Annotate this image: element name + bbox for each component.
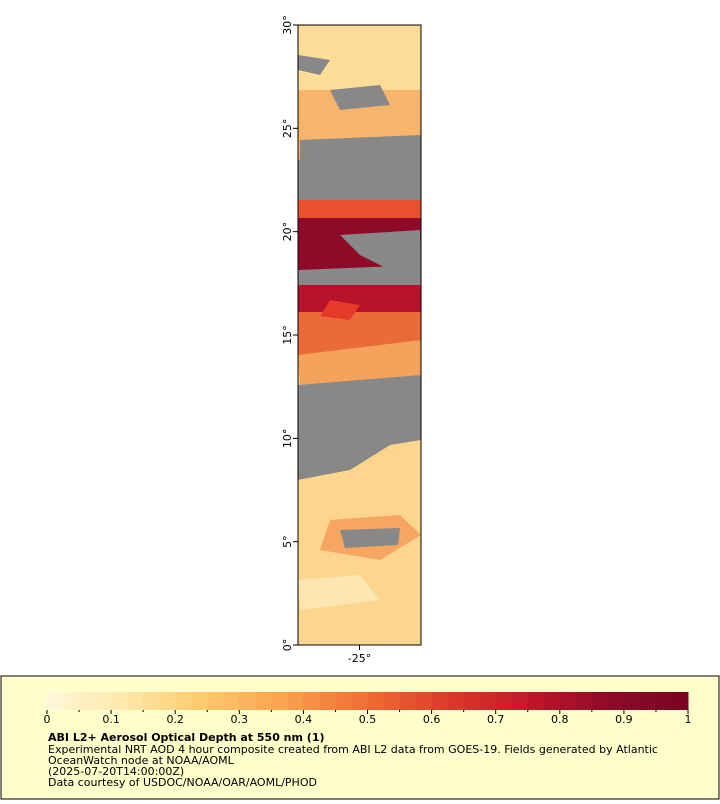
colorbar-bin bbox=[655, 692, 673, 710]
colorbar-tick-label: 0.5 bbox=[359, 713, 377, 726]
colorbar-bin bbox=[207, 692, 224, 710]
colorbar-bin bbox=[463, 692, 481, 710]
colorbar-bin bbox=[623, 692, 641, 710]
colorbar-bin bbox=[111, 692, 128, 710]
colorbar-bin bbox=[591, 692, 609, 710]
colorbar-bin bbox=[63, 692, 80, 710]
colorbar-bin bbox=[287, 692, 304, 710]
colorbar-tick-label: 1 bbox=[685, 713, 692, 726]
legend-title: ABI L2+ Aerosol Optical Depth at 550 nm … bbox=[48, 731, 325, 744]
lat-tick-label: 25° bbox=[281, 119, 294, 139]
colorbar-bin bbox=[559, 692, 577, 710]
colorbar-bin bbox=[479, 692, 497, 710]
legend-line: Data courtesy of USDOC/NOAA/OAR/AOML/PHO… bbox=[48, 776, 317, 789]
colorbar-bin bbox=[447, 692, 465, 710]
lat-tick-label: 5° bbox=[281, 535, 294, 548]
colorbar-bin bbox=[495, 692, 513, 710]
colorbar-bin bbox=[607, 692, 625, 710]
colorbar-bin bbox=[79, 692, 96, 710]
colorbar-tick-label: 0.7 bbox=[487, 713, 505, 726]
colorbar-tick-label: 0.9 bbox=[615, 713, 633, 726]
lat-tick-label: 0° bbox=[281, 639, 294, 652]
colorbar-bin bbox=[223, 692, 240, 710]
colorbar-bin bbox=[639, 692, 657, 710]
colorbar-bin bbox=[543, 692, 561, 710]
colorbar-bin bbox=[255, 692, 272, 710]
colorbar-bin bbox=[239, 692, 256, 710]
colorbar-bin bbox=[511, 692, 529, 710]
colorbar-bin bbox=[319, 692, 336, 710]
colorbar-bin bbox=[527, 692, 545, 710]
lat-tick-label: 30° bbox=[281, 15, 294, 35]
lat-tick-label: 10° bbox=[281, 429, 294, 449]
colorbar-bin bbox=[415, 692, 433, 710]
colorbar-tick-label: 0.2 bbox=[166, 713, 184, 726]
colorbar-bin bbox=[351, 692, 368, 710]
colorbar-tick-label: 0.3 bbox=[231, 713, 249, 726]
legend-line: Experimental NRT AOD 4 hour composite cr… bbox=[48, 743, 658, 756]
colorbar-tick-label: 0.1 bbox=[102, 713, 120, 726]
colorbar-bin bbox=[95, 692, 112, 710]
colorbar-bin bbox=[143, 692, 160, 710]
colorbar-bin bbox=[671, 692, 689, 710]
colorbar-tick-label: 0.8 bbox=[551, 713, 569, 726]
colorbar-bin bbox=[47, 692, 64, 710]
colorbar-bin bbox=[127, 692, 144, 710]
legend-line: OceanWatch node at NOAA/AOML bbox=[48, 754, 235, 767]
colorbar-bin bbox=[399, 692, 417, 710]
colorbar-bin bbox=[383, 692, 401, 710]
colorbar-bin bbox=[191, 692, 208, 710]
colorbar-bin bbox=[575, 692, 593, 710]
lat-tick-label: 20° bbox=[281, 222, 294, 242]
colorbar-bin bbox=[159, 692, 176, 710]
colorbar-tick-label: 0.4 bbox=[295, 713, 313, 726]
lat-tick-label: 15° bbox=[281, 325, 294, 345]
colorbar-bin bbox=[335, 692, 352, 710]
colorbar-bin bbox=[431, 692, 449, 710]
colorbar-tick-label: 0 bbox=[44, 713, 51, 726]
legend-line: (2025-07-20T14:00:00Z) bbox=[48, 765, 184, 778]
colorbar-bin bbox=[271, 692, 288, 710]
colorbar-bin bbox=[303, 692, 320, 710]
colorbar-tick-label: 0.6 bbox=[423, 713, 441, 726]
aod-raster bbox=[298, 25, 421, 645]
colorbar-bin bbox=[175, 692, 192, 710]
lon-tick-label: -25° bbox=[348, 652, 371, 665]
colorbar-bin bbox=[367, 692, 385, 710]
